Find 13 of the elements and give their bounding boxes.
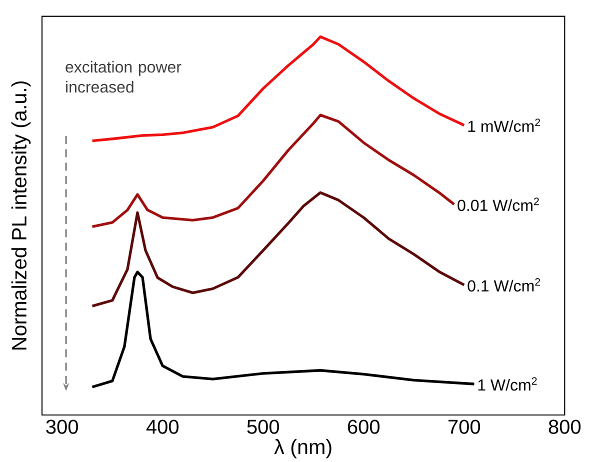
series-label: 0.01 W/cm$^{2}$	[458, 198, 539, 212]
x-tick-label: 400	[146, 420, 179, 434]
x-tick-label: 600	[348, 420, 380, 434]
series-label: 1 mW/cm$^{2}$	[468, 118, 540, 132]
x-axis-title: λ (nm)	[274, 439, 332, 458]
x-tick-label: 800	[548, 420, 581, 434]
y-axis-title: Normalized PL intensity (a.u.)	[11, 81, 31, 350]
x-tick-label: 700	[448, 420, 480, 434]
x-tick-label: 500	[247, 420, 280, 434]
series-label: 1 W/cm$^{2}$	[478, 377, 537, 391]
x-tick-label: 300	[46, 420, 78, 434]
series-label: 0.1 W/cm$^{2}$	[468, 278, 540, 292]
annotation: excitation power increased	[66, 60, 182, 93]
